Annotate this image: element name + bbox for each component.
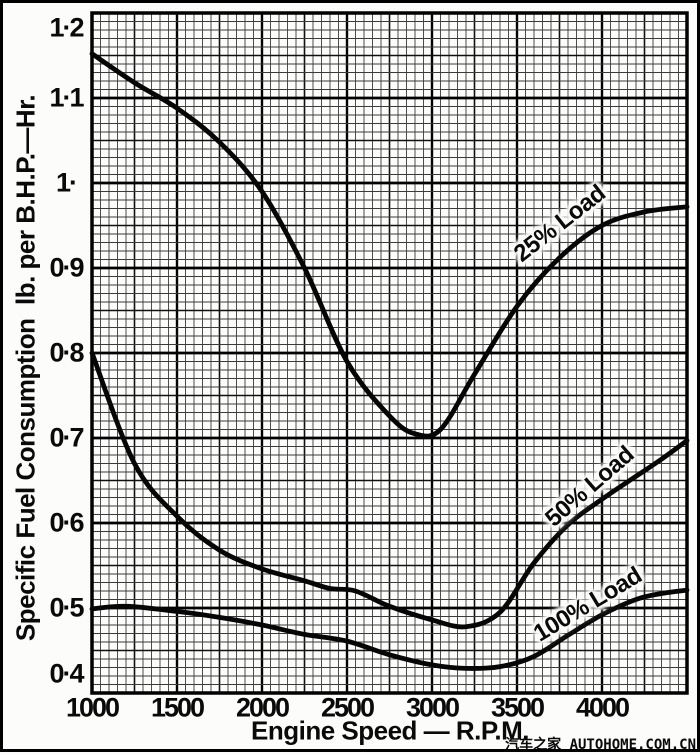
y-tick-label-0.8: 0·8	[49, 337, 84, 368]
curve-100-load	[89, 587, 690, 671]
grid	[90, 11, 689, 695]
frame-bottom-line	[0, 749, 700, 752]
y-tick-label-0.7: 0·7	[49, 422, 84, 453]
x-tick-label-2000: 2000	[235, 692, 290, 723]
y-tick-label-1.: 1·	[55, 167, 78, 198]
x-tick-label-3500: 3500	[490, 692, 545, 723]
curve-25-load	[89, 51, 690, 439]
y-tick-label-0.5: 0·5	[49, 592, 84, 623]
y-tick-label-0.4: 0·4	[49, 658, 84, 689]
y-tick-label-0.6: 0·6	[49, 507, 84, 538]
x-axis-title: Engine Speed — R.P.M.	[251, 715, 529, 746]
y-tick-label-1.2: 1·2	[49, 12, 84, 43]
x-tick-label-4000: 4000	[575, 692, 630, 723]
x-tick-label-1000: 1000	[65, 692, 120, 723]
frame-top-line	[0, 0, 700, 3]
frame-right-line	[697, 0, 700, 751]
x-tick-label-1500: 1500	[150, 692, 205, 723]
y-axis-title: Specific Fuel Consumption lb. per B.H.P.…	[10, 94, 41, 642]
x-tick-label-3000: 3000	[405, 692, 460, 723]
curve-50-load	[89, 350, 690, 630]
y-tick-label-0.9: 0·9	[49, 252, 84, 283]
x-tick-label-2500: 2500	[320, 692, 375, 723]
y-tick-label-1.1: 1·1	[49, 82, 84, 113]
frame-left-line	[0, 0, 3, 751]
